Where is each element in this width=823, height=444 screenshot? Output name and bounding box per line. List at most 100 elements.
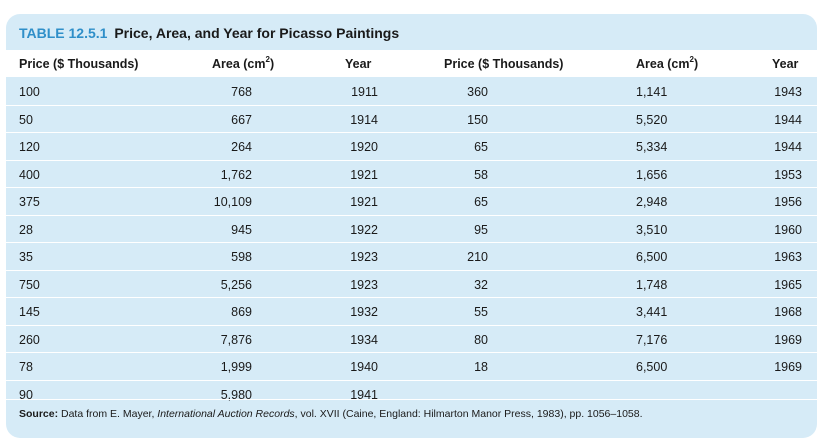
- table-title-text: Price, Area, and Year for Picasso Painti…: [114, 25, 400, 41]
- price-left-cell: 35: [19, 250, 33, 264]
- year-left-cell: 1921: [350, 195, 378, 209]
- header-price-right: Price ($ Thousands): [444, 57, 564, 71]
- source-italic: International Auction Records: [157, 408, 295, 420]
- price-left-cell: 750: [19, 277, 40, 292]
- price-left-cell: 120: [19, 140, 40, 154]
- area-left-cell: 7,876: [220, 332, 252, 347]
- year-left-cell: 1921: [350, 167, 378, 182]
- table-row: 750 5,256 1923 32 1,748 1965: [6, 271, 817, 298]
- price-left-cell: 50: [19, 112, 33, 127]
- price-left-cell: 90: [19, 387, 33, 402]
- area-right-cell: 6,500: [636, 360, 668, 374]
- area-right-cell: 7,176: [636, 332, 668, 347]
- table-card: TABLE 12.5.1 Price, Area, and Year for P…: [6, 14, 817, 438]
- price-left-cell: 375: [19, 195, 40, 209]
- header-area-right: Area (cm2): [636, 54, 699, 71]
- table-row: 90 5,980 1941: [6, 381, 817, 408]
- year-left-cell: 1940: [350, 360, 378, 374]
- title-divider: [6, 50, 817, 51]
- price-right-cell: 80: [474, 332, 488, 347]
- area-left-cell: 869: [231, 305, 252, 319]
- table-row: 400 1,762 1921 58 1,656 1953: [6, 161, 817, 188]
- header-area-right-sup: 2: [689, 54, 694, 64]
- price-right-cell: 360: [467, 85, 488, 99]
- price-right-cell: 150: [467, 112, 488, 127]
- table-row: 145 869 1932 55 3,441 1968: [6, 298, 817, 326]
- price-right-cell: 65: [474, 140, 488, 154]
- area-right-cell: 1,141: [636, 85, 668, 99]
- table-row: 375 10,109 1921 65 2,948 1956: [6, 188, 817, 216]
- table-title: TABLE 12.5.1 Price, Area, and Year for P…: [19, 25, 399, 41]
- year-left-cell: 1932: [350, 305, 378, 319]
- year-right-cell: 1963: [774, 250, 802, 264]
- area-left-cell: 10,109: [213, 195, 252, 209]
- year-right-cell: 1943: [774, 85, 802, 99]
- table-row: 120 264 1920 65 5,334 1944: [6, 133, 817, 161]
- year-right-cell: 1960: [774, 222, 802, 237]
- area-right-cell: 6,500: [636, 250, 668, 264]
- header-area-right-text: Area (cm: [636, 57, 690, 71]
- table-number: TABLE 12.5.1: [19, 25, 108, 41]
- year-left-cell: 1920: [350, 140, 378, 154]
- table-row: 28 945 1922 95 3,510 1960: [6, 216, 817, 243]
- header-year-right: Year: [772, 57, 799, 71]
- table-header-row: Price ($ Thousands) Area (cm2) Year Pric…: [6, 51, 817, 77]
- year-right-cell: 1969: [774, 332, 802, 347]
- price-right-cell: 18: [474, 360, 488, 374]
- year-right-cell: 1965: [774, 277, 802, 292]
- source-label: Source:: [19, 408, 59, 420]
- price-right-cell: 210: [467, 250, 488, 264]
- area-right-cell: 2,948: [636, 195, 668, 209]
- header-year-left: Year: [345, 57, 372, 71]
- table-row: 78 1,999 1940 18 6,500 1969: [6, 353, 817, 381]
- header-area-left-sup: 2: [265, 54, 270, 64]
- area-right-cell: 3,510: [636, 222, 668, 237]
- price-left-cell: 28: [19, 222, 33, 237]
- year-right-cell: 1944: [774, 140, 802, 154]
- year-right-cell: 1968: [774, 305, 802, 319]
- price-left-cell: 145: [19, 305, 40, 319]
- area-right-cell: 1,748: [636, 277, 668, 292]
- area-right-cell: 1,656: [636, 167, 668, 182]
- source-note: Source: Data from E. Mayer, Internationa…: [19, 408, 643, 420]
- source-text-before: Data from E. Mayer,: [58, 408, 158, 420]
- price-left-cell: 100: [19, 85, 40, 99]
- table-row: 35 598 1923 210 6,500 1963: [6, 243, 817, 271]
- price-right-cell: 95: [474, 222, 488, 237]
- year-right-cell: 1969: [774, 360, 802, 374]
- price-left-cell: 78: [19, 360, 33, 374]
- year-left-cell: 1922: [350, 222, 378, 237]
- header-area-right-close: ): [693, 57, 699, 71]
- price-right-cell: 65: [474, 195, 488, 209]
- table-row: 100 768 1911 360 1,141 1943: [6, 78, 817, 106]
- area-right-cell: 5,334: [636, 140, 668, 154]
- header-area-left: Area (cm2): [212, 54, 275, 71]
- price-right-cell: 32: [474, 277, 488, 292]
- area-left-cell: 598: [231, 250, 252, 264]
- price-right-cell: 58: [474, 167, 488, 182]
- area-left-cell: 667: [231, 112, 252, 127]
- price-left-cell: 260: [19, 332, 40, 347]
- year-left-cell: 1923: [350, 250, 378, 264]
- area-left-cell: 768: [231, 85, 252, 99]
- year-left-cell: 1934: [350, 332, 378, 347]
- year-right-cell: 1953: [774, 167, 802, 182]
- area-left-cell: 264: [231, 140, 252, 154]
- year-left-cell: 1923: [350, 277, 378, 292]
- price-left-cell: 400: [19, 167, 40, 182]
- price-right-cell: 55: [474, 305, 488, 319]
- year-right-cell: 1956: [774, 195, 802, 209]
- table-row: 260 7,876 1934 80 7,176 1969: [6, 326, 817, 353]
- area-left-cell: 5,980: [220, 387, 252, 402]
- area-left-cell: 1,762: [220, 167, 252, 182]
- year-left-cell: 1941: [350, 387, 378, 402]
- header-price-left: Price ($ Thousands): [19, 57, 139, 71]
- table-body: 100 768 1911 360 1,141 1943 50 667 1914 150 5,520 1…: [6, 78, 817, 407]
- header-area-left-close: ): [269, 57, 275, 71]
- area-right-cell: 5,520: [636, 112, 668, 127]
- year-left-cell: 1914: [350, 112, 378, 127]
- area-left-cell: 945: [231, 222, 252, 237]
- table-row: 50 667 1914 150 5,520 1944: [6, 106, 817, 133]
- year-right-cell: 1944: [774, 112, 802, 127]
- source-divider: [6, 399, 817, 400]
